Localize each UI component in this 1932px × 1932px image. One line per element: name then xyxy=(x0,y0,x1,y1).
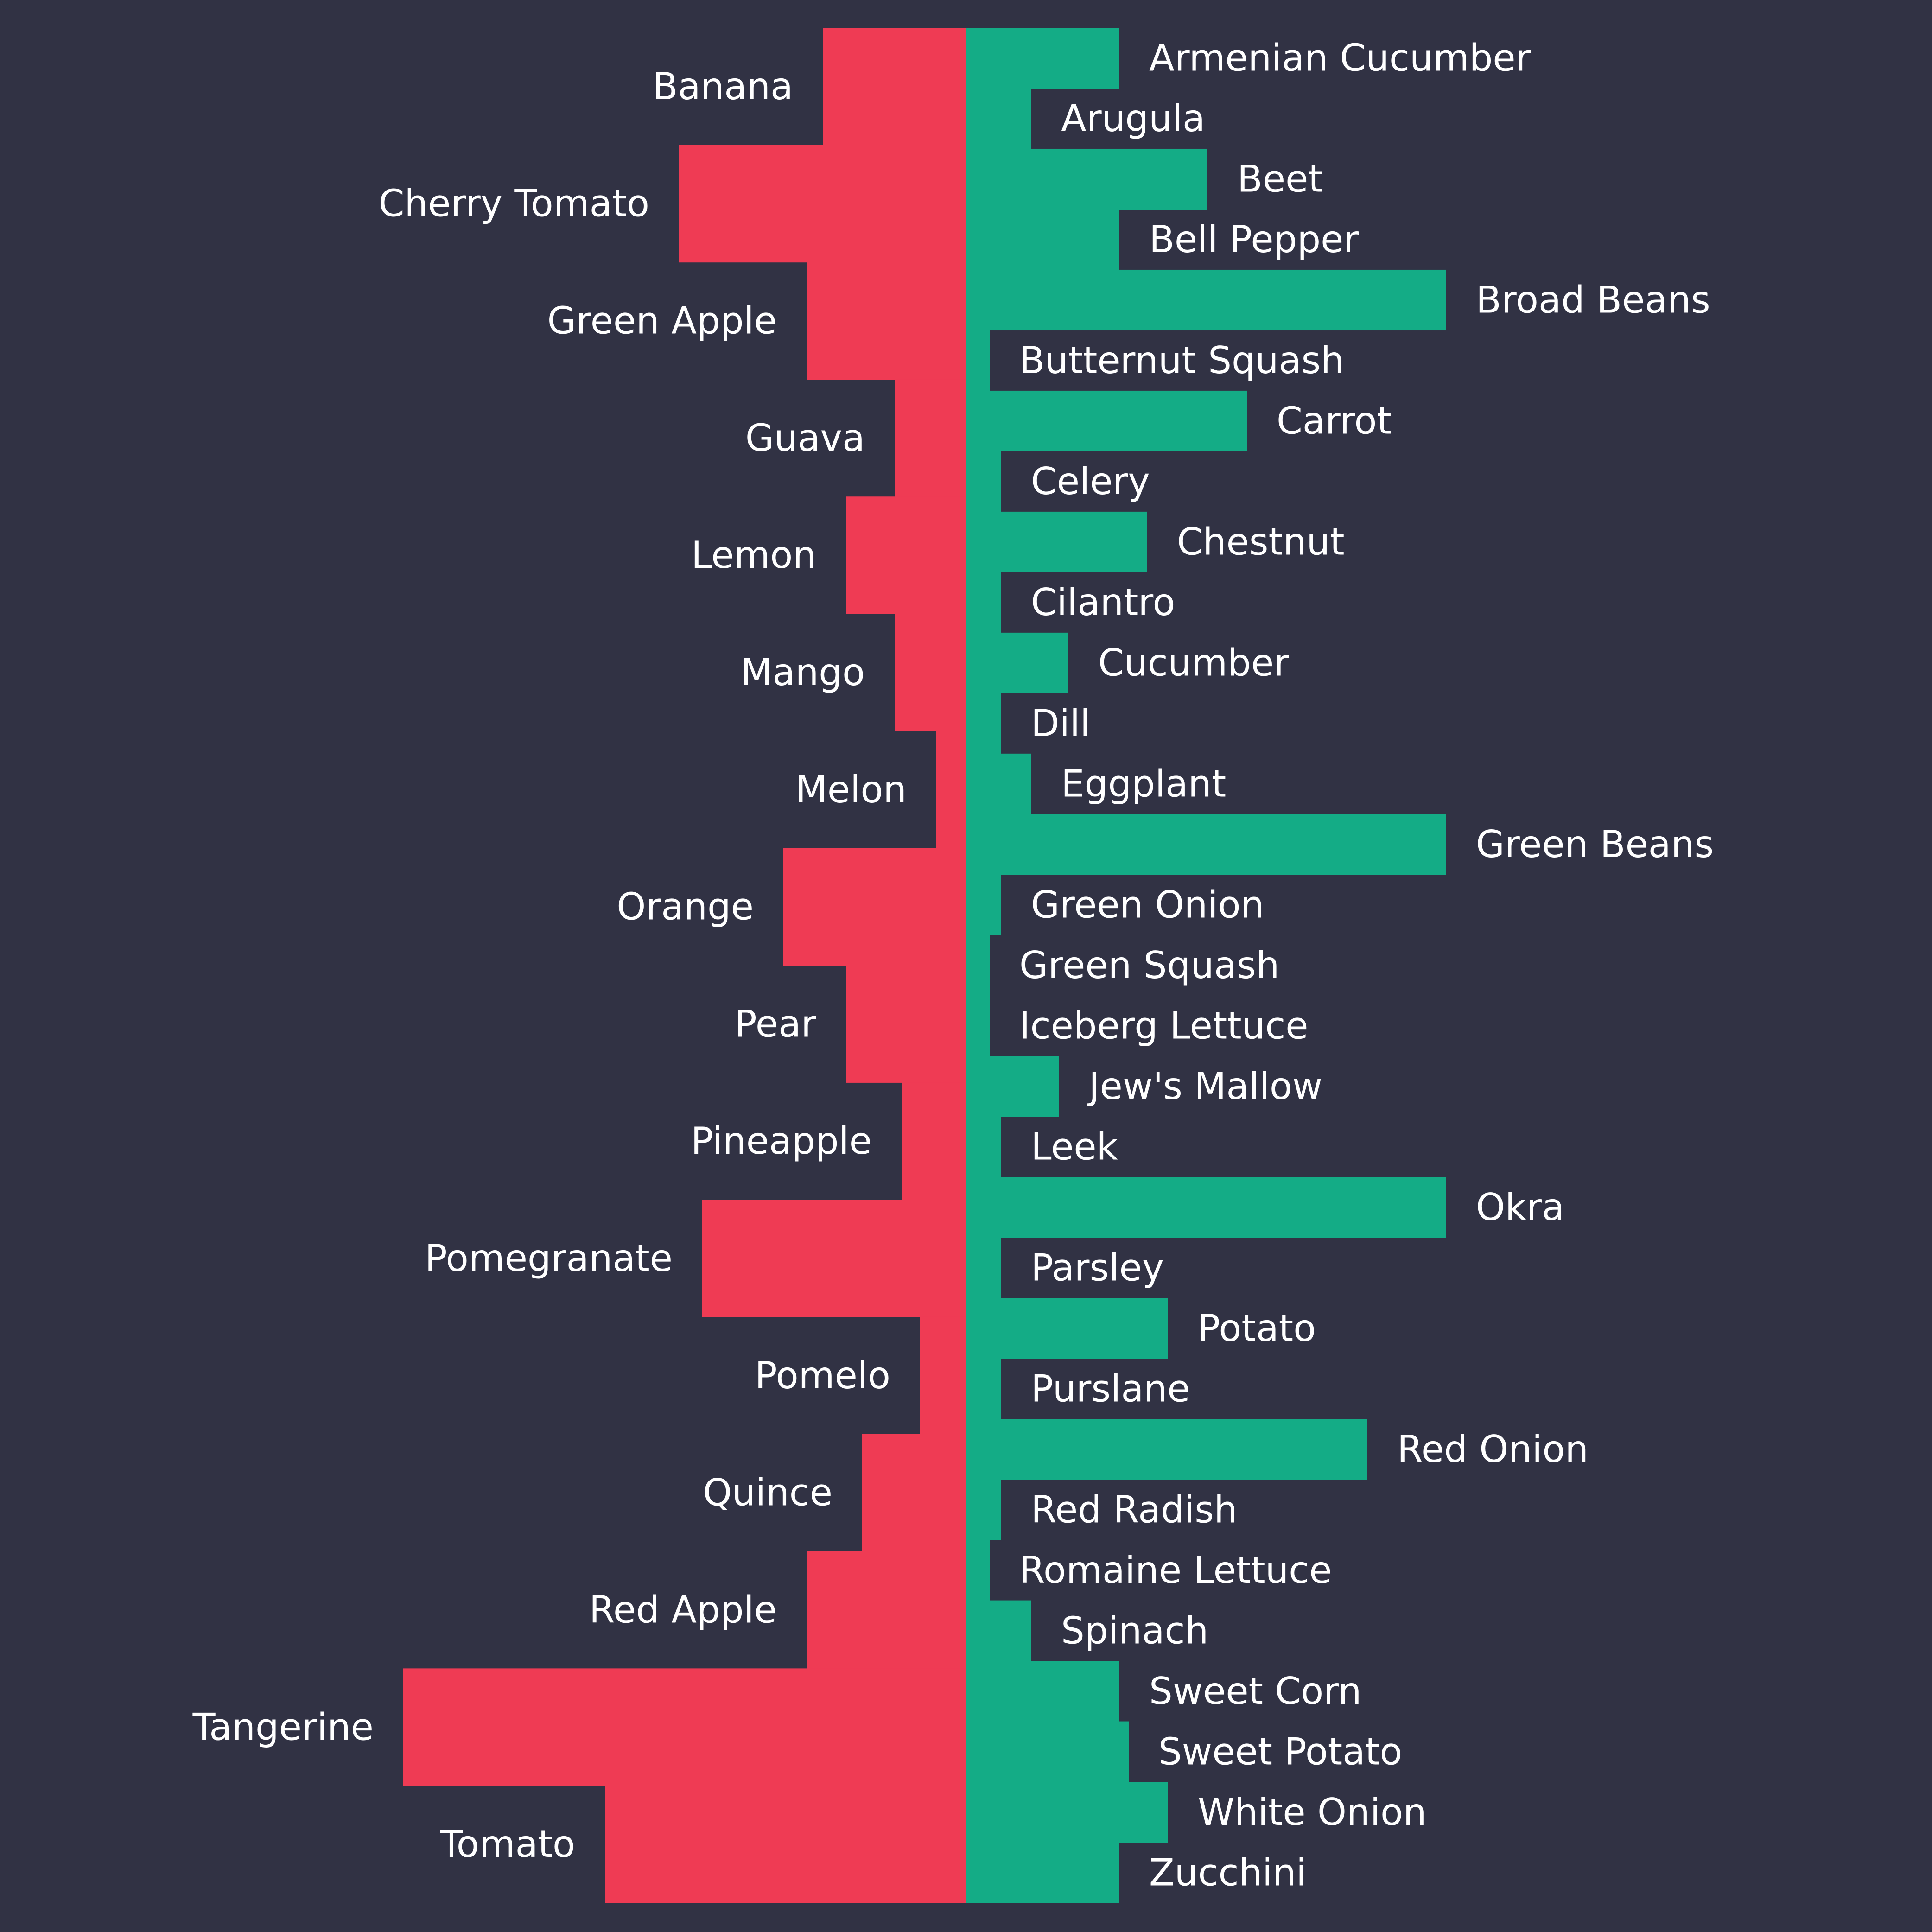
fruit-bar-cherry-tomato xyxy=(679,145,966,263)
fruit-bars xyxy=(403,28,966,1903)
fruit-label-red-apple: Red Apple xyxy=(589,1588,777,1631)
vegetable-bar-parsley xyxy=(966,1237,1001,1298)
vegetable-label-beet: Beet xyxy=(1237,158,1323,201)
vegetable-bar-sweet-corn xyxy=(966,1661,1119,1722)
vegetable-bar-okra xyxy=(966,1177,1446,1238)
vegetable-bar-sweet-potato xyxy=(966,1721,1129,1782)
fruit-bar-mango xyxy=(895,614,966,731)
vegetable-label-arugula: Arugula xyxy=(1061,97,1205,140)
fruit-label-pineapple: Pineapple xyxy=(691,1119,872,1163)
vegetable-label-red-onion: Red Onion xyxy=(1397,1428,1589,1471)
vegetable-label-potato: Potato xyxy=(1198,1307,1316,1350)
fruit-bar-tomato xyxy=(605,1786,966,1903)
fruit-bar-quince xyxy=(862,1434,966,1552)
vegetable-bar-carrot xyxy=(966,390,1247,451)
vegetable-bar-red-radish xyxy=(966,1479,1001,1540)
vegetable-label-leek: Leek xyxy=(1031,1125,1119,1168)
fruit-labels: Banana Cherry Tomato Green Apple Guava Lemon… xyxy=(192,65,907,1866)
fruit-bar-pear xyxy=(846,965,966,1083)
vegetable-bar-arugula xyxy=(966,88,1031,149)
fruit-bar-banana xyxy=(823,28,966,146)
vegetable-label-sweet-potato: Sweet Potato xyxy=(1158,1730,1402,1773)
vegetable-bar-broad-beans xyxy=(966,269,1446,331)
vegetable-label-parsley: Parsley xyxy=(1031,1246,1164,1289)
vegetable-bar-cucumber xyxy=(966,632,1068,693)
fruit-bar-lemon xyxy=(846,496,966,614)
fruit-label-tangerine: Tangerine xyxy=(192,1705,374,1748)
vegetable-label-green-squash: Green Squash xyxy=(1019,944,1279,987)
vegetable-bar-eggplant xyxy=(966,753,1031,814)
vegetable-label-okra: Okra xyxy=(1476,1186,1564,1229)
vegetable-label-red-radish: Red Radish xyxy=(1031,1488,1238,1531)
vegetable-bar-armenian-cucumber xyxy=(966,28,1119,89)
vegetable-label-green-beans: Green Beans xyxy=(1476,823,1714,866)
vegetable-bar-cilantro xyxy=(966,572,1001,633)
vegetable-bars xyxy=(966,28,1446,1903)
vegetable-labels: Armenian Cucumber Arugula Beet Bell Pepper B… xyxy=(1019,37,1714,1894)
vegetable-label-bell-pepper: Bell Pepper xyxy=(1149,218,1359,261)
fruit-label-orange: Orange xyxy=(616,885,754,928)
fruit-label-cherry-tomato: Cherry Tomato xyxy=(379,182,649,225)
vegetable-bar-green-onion xyxy=(966,874,1001,935)
vegetable-label-jew-s-mallow: Jew's Mallow xyxy=(1087,1065,1322,1108)
vegetable-label-zucchini: Zucchini xyxy=(1149,1851,1306,1894)
fruit-bar-red-apple xyxy=(807,1551,966,1669)
fruit-bar-pomegranate xyxy=(702,1200,966,1317)
fruit-label-pear: Pear xyxy=(734,1002,816,1045)
vegetable-label-green-onion: Green Onion xyxy=(1031,883,1264,927)
fruit-label-green-apple: Green Apple xyxy=(547,299,777,343)
vegetable-label-butternut-squash: Butternut Squash xyxy=(1019,339,1344,382)
fruit-label-banana: Banana xyxy=(653,65,793,108)
vegetable-label-broad-beans: Broad Beans xyxy=(1476,279,1710,322)
vegetable-bar-chestnut xyxy=(966,511,1147,572)
vegetable-label-sweet-corn: Sweet Corn xyxy=(1149,1670,1361,1713)
fruit-label-tomato: Tomato xyxy=(440,1823,575,1866)
vegetable-label-romaine-lettuce: Romaine Lettuce xyxy=(1019,1549,1332,1592)
fruit-bar-pomelo xyxy=(920,1316,966,1435)
vegetable-label-carrot: Carrot xyxy=(1277,400,1392,443)
fruit-label-mango: Mango xyxy=(741,651,865,694)
vegetable-bar-purslane xyxy=(966,1358,1001,1419)
vegetable-bar-jew-s-mallow xyxy=(966,1056,1059,1117)
fruit-label-guava: Guava xyxy=(745,416,865,459)
fruit-label-pomelo: Pomelo xyxy=(755,1354,890,1397)
vegetable-label-purslane: Purslane xyxy=(1031,1367,1190,1410)
vegetable-label-cilantro: Cilantro xyxy=(1031,581,1175,624)
vegetable-bar-romaine-lettuce xyxy=(966,1540,990,1601)
vegetable-bar-green-beans xyxy=(966,814,1446,875)
vegetable-label-spinach: Spinach xyxy=(1061,1609,1208,1652)
vegetable-bar-zucchini xyxy=(966,1842,1119,1903)
vegetable-bar-spinach xyxy=(966,1600,1031,1661)
vegetable-bar-dill xyxy=(966,693,1001,754)
vegetable-bar-leek xyxy=(966,1116,1001,1177)
vegetable-label-dill: Dill xyxy=(1031,702,1090,745)
fruit-bar-orange xyxy=(783,848,966,966)
vegetable-bar-beet xyxy=(966,148,1208,210)
fruit-bar-tangerine xyxy=(403,1668,966,1786)
vegetable-label-cucumber: Cucumber xyxy=(1098,642,1289,685)
vegetable-bar-potato xyxy=(966,1298,1168,1359)
fruit-bar-guava xyxy=(895,379,966,497)
fruit-bar-pineapple xyxy=(902,1082,966,1200)
vegetable-bar-white-onion xyxy=(966,1782,1168,1843)
fruit-label-lemon: Lemon xyxy=(691,534,816,577)
vegetable-label-chestnut: Chestnut xyxy=(1177,521,1345,564)
vegetable-bar-butternut-squash xyxy=(966,330,990,391)
vegetable-bar-iceberg-lettuce xyxy=(966,995,990,1056)
vegetable-bar-celery xyxy=(966,451,1001,512)
vegetable-bar-bell-pepper xyxy=(966,209,1119,270)
fruit-bar-melon xyxy=(936,731,966,849)
fruit-bar-green-apple xyxy=(807,262,966,380)
fruit-label-pomegranate: Pomegranate xyxy=(425,1237,673,1280)
vegetable-label-armenian-cucumber: Armenian Cucumber xyxy=(1149,37,1531,80)
fruit-label-melon: Melon xyxy=(795,768,907,811)
vegetable-bar-green-squash xyxy=(966,935,990,996)
vegetable-bar-red-onion xyxy=(966,1419,1367,1480)
vegetable-label-celery: Celery xyxy=(1031,460,1150,503)
vegetable-label-white-onion: White Onion xyxy=(1198,1791,1427,1834)
vegetable-label-eggplant: Eggplant xyxy=(1061,763,1226,806)
vegetable-label-iceberg-lettuce: Iceberg Lettuce xyxy=(1019,1004,1309,1047)
fruit-label-quince: Quince xyxy=(703,1471,833,1514)
